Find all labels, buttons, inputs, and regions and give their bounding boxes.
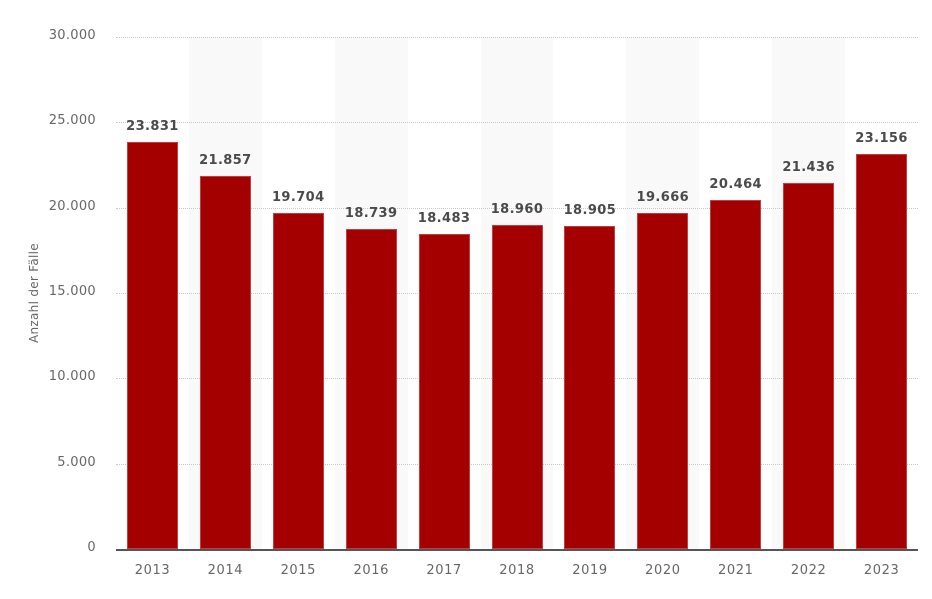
x-tick-label: 2015 <box>280 563 317 578</box>
data-label: 20.464 <box>709 176 762 192</box>
x-tick-label: 2017 <box>426 563 462 578</box>
x-tick-label: 2023 <box>863 563 900 578</box>
y-tick-label: 25.000 <box>48 113 96 129</box>
bar-2020[interactable] <box>637 213 689 549</box>
gridline <box>116 37 918 38</box>
y-tick-label: 0 <box>87 540 96 555</box>
gridline <box>116 122 918 124</box>
x-tick-label: 2013 <box>134 563 171 578</box>
bar-2017[interactable] <box>418 233 470 549</box>
y-tick-label: 5.000 <box>57 454 96 470</box>
y-tick-label: 15.000 <box>48 284 96 299</box>
x-tick-label: 2020 <box>645 563 681 578</box>
data-label: 19.666 <box>636 190 690 206</box>
bar-2015[interactable] <box>272 212 324 549</box>
bar-2018[interactable] <box>491 225 543 549</box>
gridline <box>116 207 918 209</box>
bar-2013[interactable] <box>126 142 178 549</box>
bar-2023[interactable] <box>856 153 908 549</box>
bar-2022[interactable] <box>783 183 835 549</box>
data-label: 18.739 <box>344 206 398 222</box>
bar-2019[interactable] <box>564 226 616 549</box>
data-label: 18.960 <box>490 202 544 218</box>
data-label: 21.436 <box>782 160 835 176</box>
x-axis-line <box>116 549 918 551</box>
data-label: 23.831 <box>126 119 179 135</box>
bar-2016[interactable] <box>345 229 397 549</box>
y-tick-label: 20.000 <box>48 198 96 214</box>
y-tick-label: 10.000 <box>48 369 96 385</box>
x-tick-label: 2016 <box>353 563 389 578</box>
x-tick-label: 2021 <box>718 563 754 578</box>
y-tick-label: 30.000 <box>48 28 96 43</box>
x-tick-label: 2014 <box>207 563 244 578</box>
x-tick-label: 2018 <box>499 563 535 578</box>
data-label: 21.857 <box>199 152 252 168</box>
data-label: 18.483 <box>417 210 471 226</box>
y-axis-title: Anzahl der Fälle <box>27 243 41 343</box>
bar-2021[interactable] <box>710 199 762 549</box>
data-label: 23.156 <box>855 130 908 146</box>
bar-2014[interactable] <box>199 175 251 549</box>
data-label: 18.905 <box>563 203 617 219</box>
x-tick-label: 2022 <box>790 563 827 578</box>
x-tick-label: 2019 <box>572 563 608 578</box>
data-label: 19.704 <box>271 189 325 205</box>
